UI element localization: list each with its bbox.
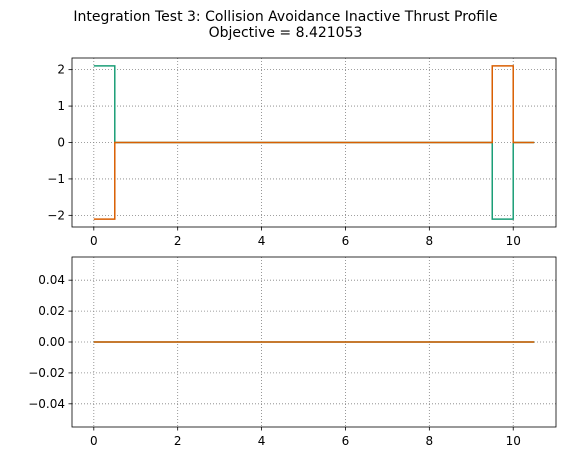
y-tick: 0.02 — [38, 304, 72, 318]
y-tick: 1 — [57, 99, 72, 113]
x-tick-label: 10 — [506, 234, 521, 248]
x-tick: 4 — [258, 427, 266, 448]
y-tick-label: −2 — [47, 208, 65, 222]
x-tick: 2 — [174, 227, 182, 248]
x-tick-label: 0 — [90, 434, 98, 448]
y-tick-label: −1 — [47, 172, 65, 186]
x-tick-label: 2 — [174, 234, 182, 248]
axes-2: 0 2 4 6 8 10 −0.04 −0.02 0.00 0.02 0.04 — [28, 256, 557, 448]
x-tick-label: 4 — [258, 434, 266, 448]
x-tick-label: 0 — [90, 234, 98, 248]
x-tick: 10 — [506, 227, 521, 248]
x-tick-label: 6 — [342, 434, 350, 448]
y-tick: 0.04 — [38, 273, 72, 287]
y-tick-label: 0.04 — [38, 273, 65, 287]
x-tick: 8 — [426, 427, 434, 448]
series-line-2 — [93, 65, 535, 220]
x-tick-label: 4 — [258, 234, 266, 248]
y-tick: 0.00 — [38, 335, 72, 349]
y-tick: −2 — [47, 208, 72, 222]
y-tick: 0 — [57, 136, 72, 150]
x-tick: 0 — [90, 227, 98, 248]
x-tick: 4 — [258, 227, 266, 248]
x-tick-label: 8 — [426, 434, 434, 448]
y-tick-label: 0 — [57, 136, 65, 150]
x-tick-label: 2 — [174, 434, 182, 448]
axes-1: 0 2 4 6 8 10 −2 −1 0 1 2 — [47, 57, 557, 248]
x-tick-label: 6 — [342, 234, 350, 248]
y-tick-label: −0.02 — [28, 366, 65, 380]
y-tick-label: −0.04 — [28, 397, 65, 411]
x-tick: 8 — [426, 227, 434, 248]
x-tick: 10 — [506, 427, 521, 448]
x-tick: 0 — [90, 427, 98, 448]
series-line-1 — [93, 65, 535, 220]
y-tick-label: 1 — [57, 99, 65, 113]
x-tick: 6 — [342, 227, 350, 248]
y-tick-label: 0.02 — [38, 304, 65, 318]
y-tick-label: 2 — [57, 63, 65, 77]
y-tick: −0.04 — [28, 397, 72, 411]
y-tick: −1 — [47, 172, 72, 186]
x-tick: 2 — [174, 427, 182, 448]
x-tick-label: 8 — [426, 234, 434, 248]
y-tick: −0.02 — [28, 366, 72, 380]
y-tick: 2 — [57, 63, 72, 77]
chart-subtitle: Objective = 8.421053 — [208, 25, 363, 41]
chart-title: Integration Test 3: Collision Avoidance … — [73, 9, 498, 25]
y-tick-label: 0.00 — [38, 335, 65, 349]
x-tick: 6 — [342, 427, 350, 448]
x-tick-label: 10 — [506, 434, 521, 448]
